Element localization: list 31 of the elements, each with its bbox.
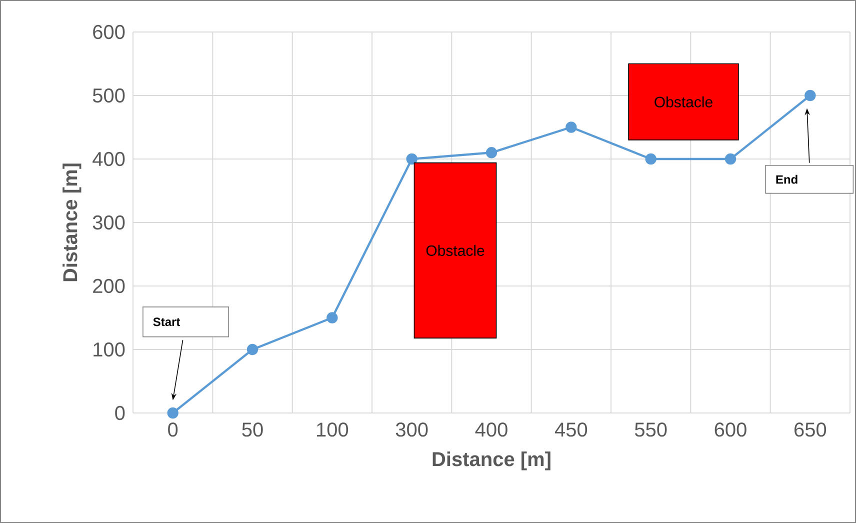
x-tick-label: 650: [794, 422, 826, 437]
y-tick-label: 500: [92, 88, 125, 103]
x-axis-title: Distance [m]: [432, 452, 550, 470]
x-tick-label: 400: [475, 422, 508, 437]
y-tick-label: 300: [92, 215, 125, 230]
annotation: End: [776, 174, 798, 184]
point: [406, 153, 418, 165]
point: [724, 153, 736, 165]
point: [486, 147, 498, 158]
point: [167, 407, 178, 419]
x-tick-label: 550: [634, 422, 667, 437]
y-tick-label: 600: [93, 24, 125, 40]
point: [566, 122, 577, 133]
x-tick-label: 300: [396, 422, 428, 437]
y-axis-title: Distance [m]: [62, 164, 82, 282]
annotation: Obstacle: [426, 244, 484, 256]
annotation: Start: [153, 318, 180, 326]
y-tick-label: 200: [93, 278, 125, 294]
y-tick-label: 0: [115, 406, 125, 420]
annotation: Obstacle: [654, 96, 712, 108]
x-tick-label: 50: [242, 422, 263, 437]
y-tick-label: 100: [94, 342, 125, 357]
point: [326, 312, 338, 324]
x-tick-label: 450: [554, 422, 588, 437]
x-tick-label: 100: [317, 422, 348, 437]
x-tick-label: 600: [714, 422, 746, 437]
point: [645, 153, 656, 165]
y-tick-label: 400: [92, 152, 125, 166]
point: [246, 344, 258, 356]
point: [804, 90, 816, 102]
x-tick-label: 0: [168, 422, 178, 437]
